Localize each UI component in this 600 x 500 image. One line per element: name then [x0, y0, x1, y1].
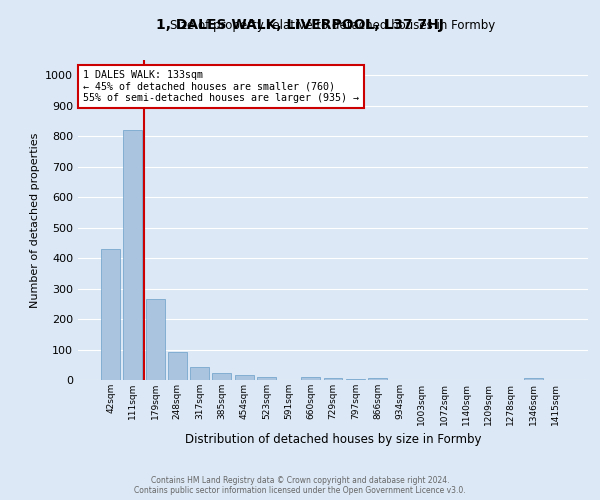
Bar	[212, 374, 231, 380]
Bar	[323, 378, 343, 380]
Bar	[101, 249, 120, 380]
Bar	[124, 130, 142, 380]
Y-axis label: Number of detached properties: Number of detached properties	[29, 132, 40, 308]
Bar	[524, 378, 542, 380]
Bar	[146, 299, 164, 380]
Bar	[301, 378, 320, 380]
Bar	[235, 376, 254, 380]
Bar	[257, 377, 276, 380]
Text: 1 DALES WALK: 133sqm
← 45% of detached houses are smaller (760)
55% of semi-deta: 1 DALES WALK: 133sqm ← 45% of detached h…	[83, 70, 359, 103]
Bar	[346, 379, 365, 380]
Text: Contains HM Land Registry data © Crown copyright and database right 2024.
Contai: Contains HM Land Registry data © Crown c…	[134, 476, 466, 495]
Bar	[168, 352, 187, 380]
Text: 1, DALES WALK, LIVERPOOL, L37 7HJ: 1, DALES WALK, LIVERPOOL, L37 7HJ	[156, 18, 444, 32]
Title: Size of property relative to detached houses in Formby: Size of property relative to detached ho…	[170, 20, 496, 32]
X-axis label: Distribution of detached houses by size in Formby: Distribution of detached houses by size …	[185, 433, 481, 446]
Bar	[368, 378, 387, 380]
Bar	[190, 367, 209, 380]
